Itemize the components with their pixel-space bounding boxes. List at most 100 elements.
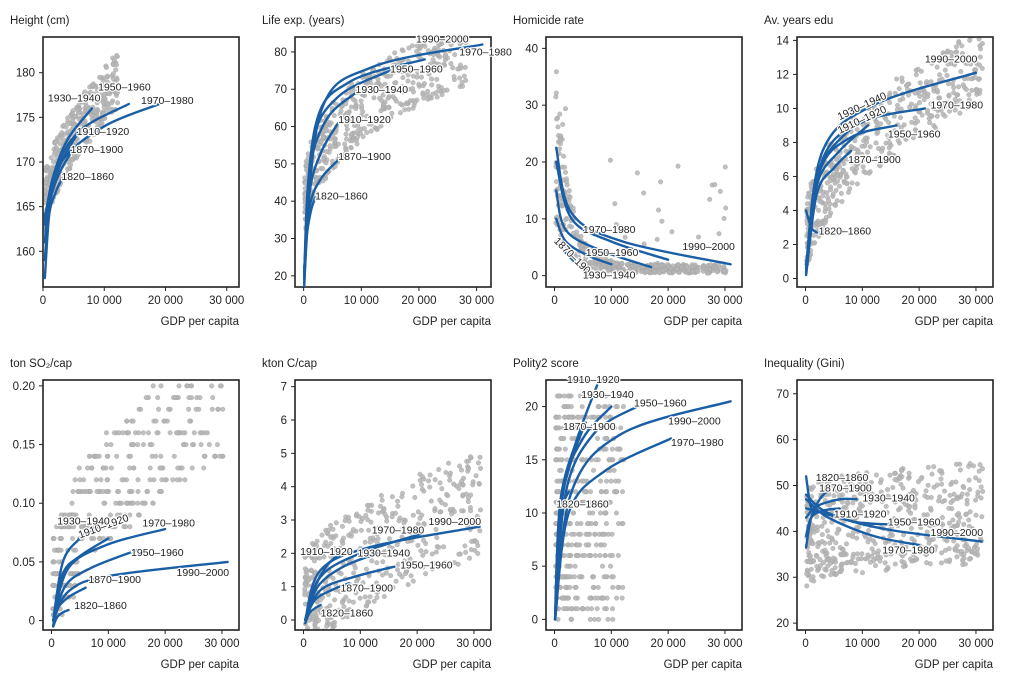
y-tick-label: 6: [783, 171, 789, 183]
scatter-point: [844, 541, 849, 547]
scatter-point: [307, 646, 312, 651]
scatter-point: [429, 76, 435, 82]
scatter-point: [659, 218, 665, 224]
scatter-point: [324, 623, 330, 629]
scatter-point: [174, 477, 180, 483]
scatter-point: [103, 489, 109, 494]
scatter-point: [460, 519, 466, 525]
scatter-point: [886, 150, 892, 156]
x-tick-label: 20 000: [148, 638, 183, 650]
y-tick-label: 1: [281, 582, 287, 594]
y-tick-label: 10: [776, 103, 789, 115]
scatter-point: [92, 109, 98, 115]
scatter-point: [708, 262, 714, 268]
scatter-point: [573, 595, 578, 601]
y-tick-label: 12: [776, 69, 789, 81]
scatter-point: [111, 430, 117, 436]
x-tick-label: 0: [40, 295, 46, 307]
scatter-point: [580, 606, 586, 612]
scatter-point: [807, 553, 813, 559]
scatter-point: [620, 521, 626, 527]
scatter-point: [707, 196, 713, 202]
scatter-point: [105, 73, 110, 79]
scatter-point: [332, 597, 338, 603]
scatter-point: [333, 520, 339, 526]
scatter-point: [716, 231, 722, 237]
scatter-point: [946, 520, 952, 526]
scatter-point: [344, 136, 349, 142]
y-tick-label: 30: [776, 572, 789, 584]
scatter-point: [895, 138, 901, 143]
scatter-point: [394, 542, 400, 548]
scatter-point: [363, 513, 369, 518]
scatter-point: [135, 442, 141, 448]
scatter-point: [444, 38, 450, 43]
scatter-point: [427, 472, 433, 478]
scatter-point: [854, 514, 860, 520]
scatter-point: [849, 558, 854, 564]
scatter-point: [309, 541, 315, 546]
scatter-point: [405, 582, 411, 588]
scatter-point: [565, 542, 571, 548]
scatter-point: [915, 118, 921, 124]
scatter-point: [712, 182, 718, 188]
scatter-point: [399, 494, 405, 500]
scatter-point: [928, 494, 934, 500]
scatter-point: [942, 488, 948, 494]
scatter-point: [833, 202, 839, 208]
scatter-point: [866, 158, 872, 164]
scatter-point: [811, 529, 817, 535]
scatter-point: [867, 144, 873, 150]
scatter-point: [66, 166, 72, 172]
scatter-point: [206, 442, 212, 448]
scatter-point: [899, 75, 905, 81]
scatter-point: [367, 539, 373, 545]
scatter-point: [104, 453, 110, 459]
scatter-point: [348, 530, 354, 536]
y-tick-label: 0: [29, 616, 35, 628]
scatter-point: [338, 571, 344, 577]
scatter-point: [572, 584, 578, 590]
scatter-point: [377, 95, 383, 101]
scatter-point: [311, 615, 317, 621]
x-tick-label: 0: [551, 638, 557, 650]
scatter-point: [302, 658, 307, 663]
scatter-point: [107, 512, 113, 518]
scatter-point: [72, 114, 78, 120]
scatter-point: [819, 532, 825, 538]
scatter-point: [885, 493, 891, 499]
scatter-point: [103, 65, 109, 70]
series-label: 1910–1920: [338, 114, 391, 126]
scatter-point: [942, 52, 948, 58]
x-tick-label: 20 000: [651, 638, 686, 650]
scatter-point: [838, 568, 844, 574]
scatter-point: [910, 517, 916, 523]
plot-frame: [42, 379, 240, 631]
scatter-point: [112, 80, 118, 86]
scatter-point: [909, 490, 915, 496]
scatter-point: [358, 527, 364, 533]
scatter-point: [956, 84, 962, 90]
scatter-point: [94, 453, 99, 459]
scatter-point: [342, 115, 348, 121]
scatter-point: [885, 487, 891, 493]
y-tick-label: 10: [525, 214, 538, 226]
scatter-point: [892, 542, 898, 548]
scatter-point: [94, 489, 100, 494]
x-tick-label: 10 000: [344, 295, 379, 307]
scatter-point: [410, 73, 416, 79]
scatter-point: [866, 528, 871, 534]
scatter-point: [923, 551, 929, 557]
scatter-point: [601, 595, 607, 601]
scatter-point: [80, 120, 86, 126]
scatter-point: [53, 139, 59, 145]
scatter-point: [129, 489, 135, 494]
scatter-point: [566, 188, 572, 194]
scatter-point: [591, 266, 597, 272]
y-tick-label: 14: [776, 35, 789, 47]
scatter-point: [927, 120, 933, 126]
scatter-point: [420, 552, 426, 558]
scatter-point: [610, 393, 616, 399]
scatter-point: [838, 190, 844, 196]
scatter-point: [826, 479, 832, 485]
